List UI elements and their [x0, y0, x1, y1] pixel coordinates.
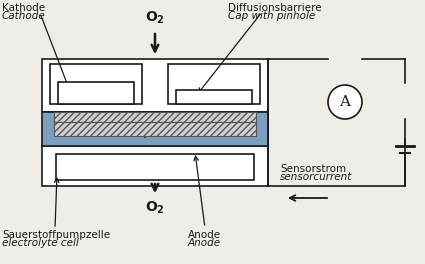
Bar	[58, 82, 134, 104]
Text: Diffusionsbarriere: Diffusionsbarriere	[228, 3, 322, 13]
Bar	[56, 154, 254, 180]
Text: $\mathbf{O^{2-}}$: $\mathbf{O^{2-}}$	[151, 119, 178, 135]
Bar	[42, 146, 268, 186]
Text: $\mathbf{O_2}$: $\mathbf{O_2}$	[145, 10, 165, 26]
Bar	[50, 64, 142, 104]
Bar	[54, 112, 256, 122]
Text: Cathode: Cathode	[2, 11, 46, 21]
Bar	[168, 64, 260, 104]
Circle shape	[328, 85, 362, 119]
Text: electrolyte cell: electrolyte cell	[2, 238, 79, 248]
Text: A: A	[340, 95, 351, 109]
Text: sensorcurrent: sensorcurrent	[280, 172, 352, 182]
Bar	[54, 122, 256, 136]
Bar	[42, 59, 268, 112]
Text: Anode: Anode	[188, 230, 221, 240]
Text: $\mathbf{O_2}$: $\mathbf{O_2}$	[145, 200, 165, 216]
Text: Cap with pinhole: Cap with pinhole	[228, 11, 315, 21]
Text: Kathode: Kathode	[2, 3, 45, 13]
Text: Anode: Anode	[188, 238, 221, 248]
Bar	[176, 90, 252, 104]
Text: Sensorstrom: Sensorstrom	[280, 164, 346, 174]
Bar	[42, 112, 268, 146]
Text: Sauerstoffpumpzelle: Sauerstoffpumpzelle	[2, 230, 110, 240]
